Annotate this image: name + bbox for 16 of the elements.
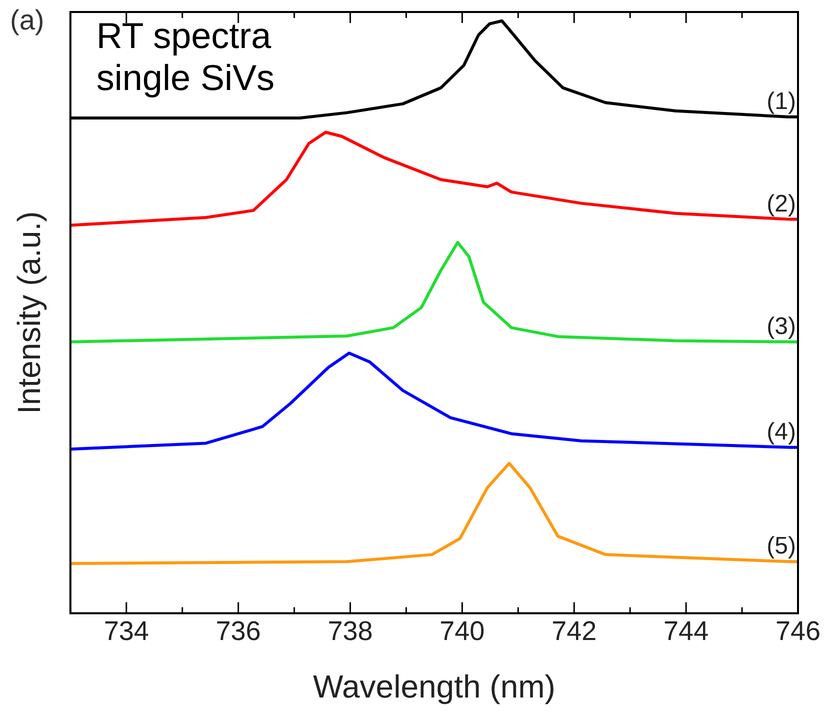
x-tick-label: 736 <box>216 616 261 646</box>
x-tick-label: 734 <box>104 616 149 646</box>
x-tick-label: 738 <box>328 616 373 646</box>
series-label: (2) <box>766 190 796 218</box>
series-label: (1) <box>766 88 796 115</box>
annotation: RT spectra single SiVs <box>96 14 274 98</box>
x-axis-title: Wavelength (nm) <box>312 668 556 705</box>
x-tick-label: 742 <box>552 616 597 646</box>
x-tick-label: 744 <box>664 616 709 646</box>
text: (a) <box>10 4 44 36</box>
x-tick-label: 740 <box>440 616 485 646</box>
series-label: (3) <box>766 312 796 340</box>
y-axis-title: Intensity (a.u.) <box>11 211 48 414</box>
x-tick-label: 746 <box>775 616 821 646</box>
series-label: (5) <box>766 532 796 560</box>
series-label: (4) <box>766 418 796 446</box>
